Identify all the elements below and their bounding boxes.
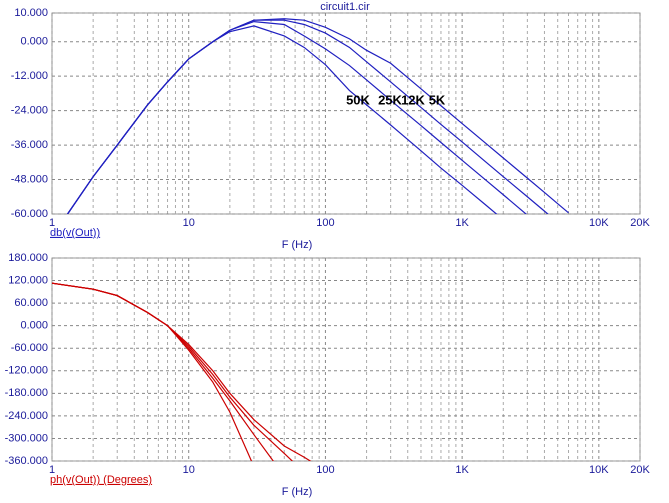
- x-tick-label: 10K: [589, 464, 609, 476]
- y-tick-label: 60.000: [14, 297, 48, 309]
- x-tick-label: 1: [49, 464, 55, 476]
- plot-area: [51, 12, 641, 215]
- y-tick-label: 10.000: [14, 7, 48, 19]
- y-tick-label: -120.000: [5, 365, 48, 377]
- plot-lines: [67, 18, 569, 214]
- series-line: [67, 18, 569, 214]
- y-axis-label: ph(v(Out)) (Degrees): [50, 474, 152, 486]
- y-tick-label: 120.000: [8, 274, 48, 286]
- plot-lines: [52, 282, 312, 461]
- x-tick-label: 10K: [589, 217, 609, 229]
- y-tick-label: 0.000: [20, 36, 48, 48]
- plot-area: [51, 257, 641, 462]
- x-tick-label: 1: [49, 217, 55, 229]
- y-tick-label: -180.000: [5, 387, 48, 399]
- y-tick-label: 0.000: [20, 320, 48, 332]
- y-tick-label: -60.000: [11, 342, 48, 354]
- y-tick-label: -24.000: [11, 105, 48, 117]
- x-tick-label: 1K: [455, 217, 469, 229]
- chart-title: circuit1.cir: [320, 1, 370, 13]
- x-axis-label: F (Hz): [282, 239, 313, 251]
- x-axis-label: F (Hz): [282, 486, 313, 498]
- series-line: [52, 282, 312, 461]
- x-tick-label: 1K: [455, 464, 469, 476]
- series-label: 25K: [378, 92, 402, 107]
- y-tick-label: -360.000: [5, 455, 48, 467]
- x-tick-label: 10: [183, 217, 195, 229]
- series-label: 50K: [346, 92, 370, 107]
- y-tick-label: -240.000: [5, 410, 48, 422]
- series-label: 12K: [401, 92, 425, 107]
- x-tick-label: 20K: [630, 464, 650, 476]
- y-tick-label: -12.000: [11, 70, 48, 82]
- x-tick-label: 100: [316, 464, 334, 476]
- y-axis-label: db(v(Out)): [50, 227, 100, 239]
- series-label: 5K: [429, 92, 446, 107]
- y-tick-label: 180.000: [8, 252, 48, 264]
- x-tick-label: 20K: [630, 217, 650, 229]
- x-tick-label: 100: [316, 217, 334, 229]
- y-tick-label: -48.000: [11, 173, 48, 185]
- y-tick-label: -60.000: [11, 208, 48, 220]
- x-tick-label: 10: [183, 464, 195, 476]
- y-tick-label: -36.000: [11, 139, 48, 151]
- y-tick-label: -300.000: [5, 432, 48, 444]
